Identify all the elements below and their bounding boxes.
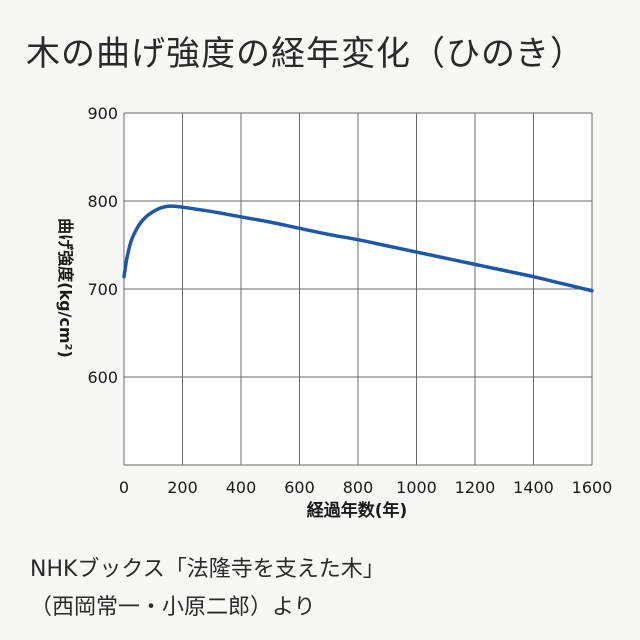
x-tick-label: 1000 bbox=[396, 478, 437, 497]
y-tick-label: 800 bbox=[87, 192, 118, 211]
chart-title: 木の曲げ強度の経年変化（ひのき） bbox=[26, 34, 585, 74]
grid bbox=[123, 112, 593, 466]
x-tick-label: 1200 bbox=[455, 478, 496, 497]
source-line-1: NHKブックス「法隆寺を支えた木」 bbox=[30, 557, 385, 582]
y-axis-label: 曲げ強度(kg/cm²) bbox=[56, 218, 75, 358]
x-tick-label: 0 bbox=[119, 478, 129, 497]
x-tick-labels: 0 200 400 600 800 1000 1200 1400 1600 bbox=[119, 478, 612, 497]
y-tick-label: 600 bbox=[87, 368, 118, 387]
x-tick-label: 400 bbox=[226, 478, 257, 497]
x-tick-label: 1400 bbox=[513, 478, 554, 497]
x-axis-label: 経過年数(年) bbox=[307, 500, 408, 521]
x-tick-label: 800 bbox=[343, 478, 374, 497]
source-line-2: （西岡常一・小原二郎）より bbox=[30, 595, 316, 620]
x-tick-label: 1600 bbox=[572, 478, 613, 497]
x-tick-label: 600 bbox=[284, 478, 315, 497]
y-tick-label: 900 bbox=[87, 104, 118, 123]
series-line bbox=[122, 204, 594, 293]
series-group bbox=[122, 204, 594, 293]
y-tick-label: 700 bbox=[87, 280, 118, 299]
x-tick-label: 200 bbox=[167, 478, 198, 497]
y-tick-labels: 900 800 700 600 bbox=[87, 104, 118, 387]
